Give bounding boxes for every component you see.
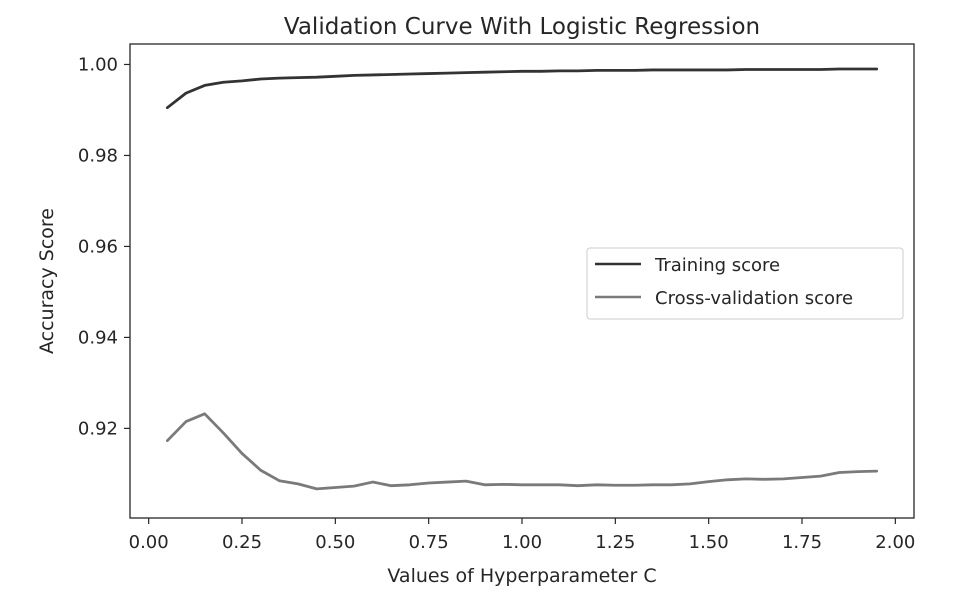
x-axis-title: Values of Hyperparameter C [387, 565, 656, 587]
y-tick-label: 0.94 [78, 327, 118, 348]
chart-title: Validation Curve With Logistic Regressio… [284, 14, 760, 40]
legend-box [586, 247, 904, 320]
x-tick-label: 1.75 [782, 532, 822, 553]
plot-lines [165, 67, 879, 491]
x-tick-label: 0.00 [129, 532, 169, 553]
x-tick-label: 1.25 [595, 532, 635, 553]
legend-label-training: Training score [654, 255, 780, 276]
x-tick-label: 0.50 [315, 532, 355, 553]
legend-label-cross-validation: Cross-validation score [655, 288, 853, 309]
y-tick-label: 0.92 [78, 418, 118, 439]
y-axis-title: Accuracy Score [36, 208, 58, 354]
x-tick-label: 2.00 [875, 532, 915, 553]
x-tick-label: 1.50 [689, 532, 729, 553]
x-tick-label: 1.00 [502, 532, 542, 553]
series-line-training-score [165, 67, 879, 110]
legend: Training score Cross-validation score [586, 247, 904, 320]
series-line-cross-validation-score [165, 412, 879, 491]
x-tick-label: 0.25 [222, 532, 262, 553]
x-tick-label: 0.75 [409, 532, 449, 553]
x-axis-ticks: 0.00 0.25 0.50 0.75 1.00 1.25 1.50 1.75 2.00 [129, 518, 915, 553]
y-tick-label: 0.96 [78, 236, 118, 257]
y-tick-label: 1.00 [78, 54, 118, 75]
y-axis-ticks: 0.92 0.94 0.96 0.98 1.00 [78, 54, 130, 439]
y-tick-label: 0.98 [78, 145, 118, 166]
